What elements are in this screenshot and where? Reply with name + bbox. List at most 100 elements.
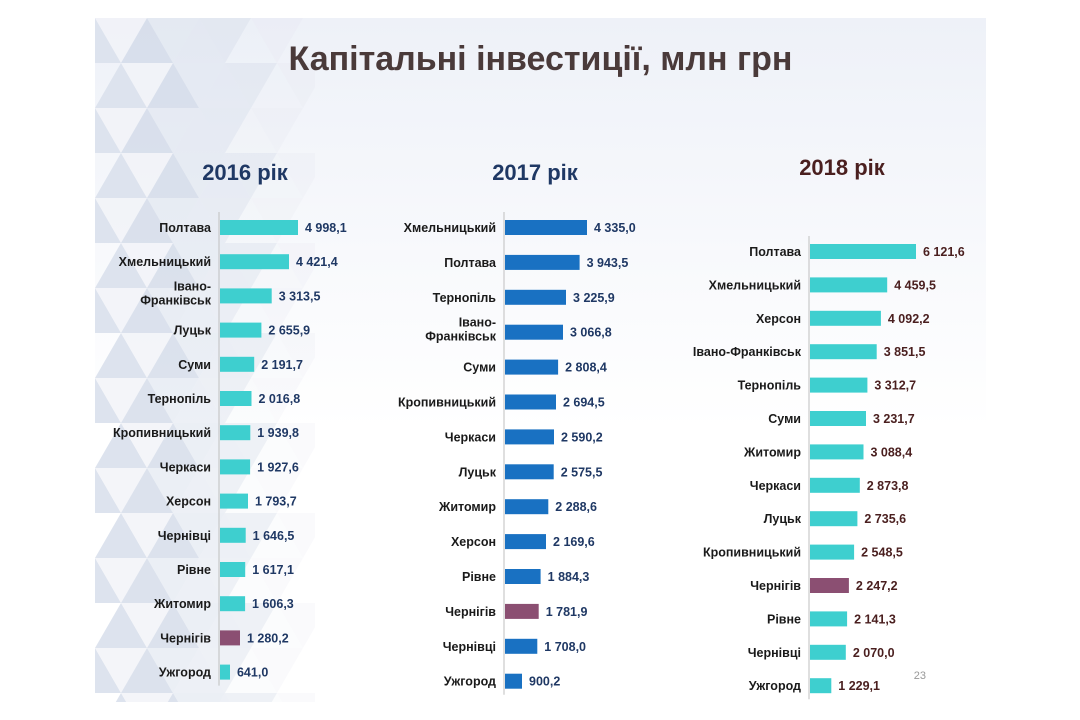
decor-triangle — [199, 153, 251, 198]
decor-triangle — [147, 558, 199, 603]
category-label-2018-8: Луцьк — [764, 512, 802, 526]
decor-triangle — [121, 378, 173, 423]
category-label-2018-10: Чернігів — [750, 579, 801, 593]
page-number: 23 — [913, 670, 926, 682]
decor-triangle — [277, 423, 315, 468]
category-label-2018-3: Івано-Франківськ — [693, 345, 802, 359]
decor-triangle — [173, 108, 225, 153]
bar-2016-13 — [220, 664, 230, 680]
bar-2018-4 — [810, 377, 868, 393]
bar-2017-12 — [505, 638, 538, 654]
bar-2016-4 — [220, 356, 255, 372]
decor-triangle — [95, 288, 147, 333]
decor-triangle — [251, 603, 303, 648]
category-label-2016-6: Кропивницький — [113, 426, 211, 440]
value-label-2016-9: 1 646,5 — [253, 529, 295, 543]
decor-triangle — [147, 198, 199, 243]
category-label-2016-2: Івано-Франківськ — [140, 279, 212, 307]
decor-triangle — [251, 18, 303, 63]
value-label-2018-12: 2 070,0 — [853, 646, 895, 660]
decor-triangle — [147, 288, 199, 333]
decor-triangle — [225, 333, 277, 378]
decor-triangle — [173, 648, 225, 693]
category-label-2018-13: Ужгород — [749, 679, 801, 693]
category-label-2017-11: Чернігів — [445, 605, 496, 619]
decor-triangle — [121, 558, 173, 603]
decor-triangle — [277, 693, 315, 702]
bar-2017-13 — [505, 673, 522, 689]
decor-triangle — [277, 333, 315, 378]
category-label-2018-1: Хмельницький — [709, 278, 801, 292]
value-label-2017-13: 900,2 — [529, 675, 560, 689]
value-label-2016-0: 4 998,1 — [305, 221, 347, 235]
value-label-2018-13: 1 229,1 — [838, 679, 880, 693]
category-label-2016-13: Ужгород — [159, 666, 211, 680]
value-label-2017-2: 3 225,9 — [573, 291, 615, 305]
category-label-2018-11: Рівне — [767, 612, 801, 626]
decor-triangle — [225, 18, 277, 63]
decor-triangle — [95, 18, 147, 63]
decor-triangle — [225, 108, 277, 153]
decor-triangle — [95, 243, 147, 288]
decor-triangle — [115, 693, 127, 702]
bar-2018-0 — [810, 244, 916, 259]
bar-2016-10 — [220, 562, 246, 577]
decor-triangle — [95, 63, 147, 108]
bar-2018-3 — [810, 344, 877, 360]
bar-2017-6 — [505, 429, 554, 445]
value-label-2018-8: 2 735,6 — [864, 512, 906, 526]
decor-triangle — [225, 513, 277, 558]
decor-triangle — [251, 558, 303, 603]
category-label-2017-13: Ужгород — [444, 675, 496, 689]
decor-triangle — [147, 513, 199, 558]
bar-2018-8 — [810, 511, 858, 527]
decor-triangle — [147, 153, 199, 198]
bar-2016-12 — [220, 630, 240, 646]
decor-triangle — [95, 198, 147, 243]
decor-triangle — [199, 18, 251, 63]
category-label-2016-7: Черкаси — [160, 460, 211, 474]
decor-triangle — [147, 423, 199, 468]
value-label-2017-0: 4 335,0 — [594, 221, 636, 235]
chart-2018: Полтава 6 121,6 Хмельницький 4 459,5 Херсон 4… — [693, 236, 965, 700]
bar-2018-13 — [810, 678, 832, 694]
decor-triangle — [95, 333, 147, 378]
value-label-2018-0: 6 121,6 — [923, 245, 965, 259]
value-label-2016-13: 641,0 — [237, 666, 268, 680]
category-label-2017-1: Полтава — [444, 256, 497, 270]
decor-triangle — [173, 378, 225, 423]
decor-triangle — [277, 153, 315, 198]
category-label-2017-10: Рівне — [462, 570, 496, 584]
bar-2016-8 — [220, 493, 248, 509]
decor-triangle — [225, 153, 277, 198]
decor-triangle — [251, 108, 303, 153]
bar-2017-1 — [505, 254, 580, 270]
bar-2017-10 — [505, 569, 541, 584]
bar-2017-4 — [505, 359, 559, 375]
decor-triangle — [147, 378, 199, 423]
category-label-2017-12: Чернівці — [443, 640, 496, 654]
decor-triangle — [95, 378, 147, 423]
decor-triangle — [251, 423, 303, 468]
value-label-2018-9: 2 548,5 — [861, 546, 903, 560]
chart-title-2017: 2017 рік — [492, 160, 578, 185]
decor-triangle — [121, 153, 173, 198]
decor-triangle — [95, 513, 147, 558]
decor-triangle — [121, 63, 173, 108]
decor-triangle — [225, 63, 277, 108]
value-label-2017-5: 2 694,5 — [563, 396, 605, 410]
value-label-2017-9: 2 169,6 — [553, 535, 595, 549]
decor-triangle — [251, 378, 303, 423]
category-label-2016-8: Херсон — [166, 495, 211, 509]
decor-triangle — [173, 153, 225, 198]
decor-triangle — [219, 693, 231, 702]
decor-triangle — [167, 693, 179, 702]
bar-2018-7 — [810, 477, 860, 493]
bar-2016-7 — [220, 459, 251, 475]
decor-triangle — [121, 108, 173, 153]
bar-2017-11 — [505, 603, 539, 619]
value-label-2016-6: 1 939,8 — [257, 426, 299, 440]
bar-2017-2 — [505, 289, 566, 305]
slide-title: Капітальні інвестиції, млн грн — [288, 40, 793, 78]
decor-triangle — [199, 108, 251, 153]
